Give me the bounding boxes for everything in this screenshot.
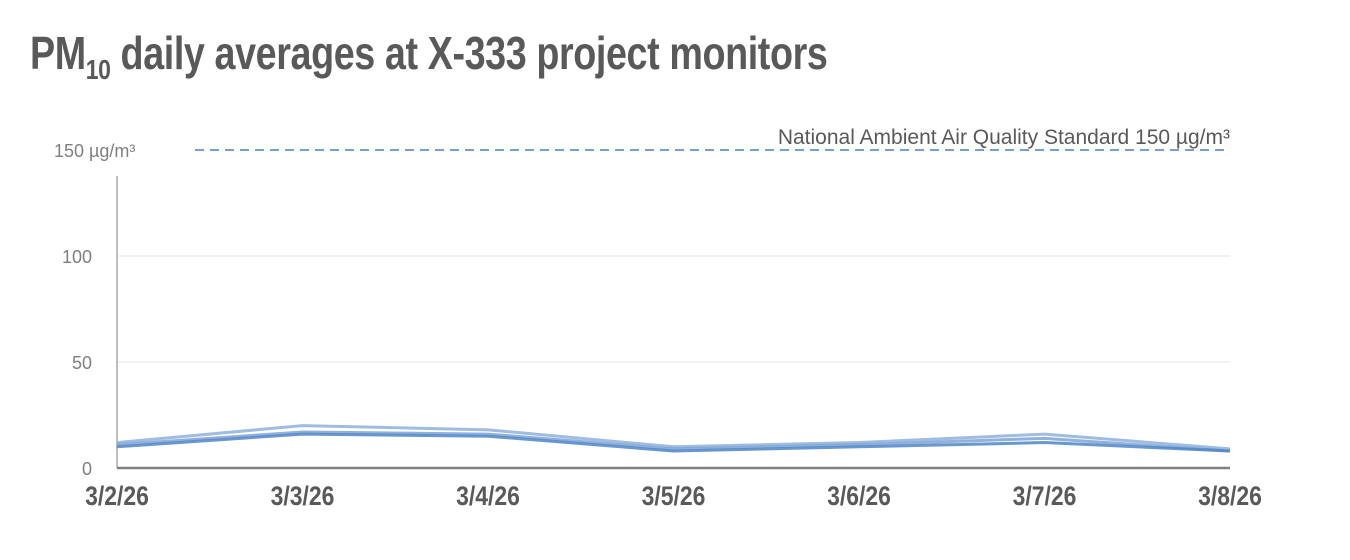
title-rest: daily averages at X-333 project monitors <box>110 27 828 79</box>
chart-title: PM10 daily averages at X-333 project mon… <box>30 26 828 86</box>
y-tick-label: 100 <box>62 247 92 267</box>
title-subscript: 10 <box>85 54 111 85</box>
x-tick-label: 3/3/26 <box>271 481 335 511</box>
x-tick-label: 3/5/26 <box>642 481 706 511</box>
x-tick-label: 3/8/26 <box>1198 481 1262 511</box>
x-tick-label: 3/2/26 <box>85 481 149 511</box>
x-tick-label: 3/4/26 <box>456 481 520 511</box>
y-tick-label: 50 <box>72 353 92 373</box>
y-tick-label: 0 <box>82 459 92 479</box>
y-tick-label: 150 µg/m³ <box>54 141 135 161</box>
series-line-1 <box>116 424 1231 451</box>
title-main: PM <box>30 27 86 79</box>
x-tick-label: 3/7/26 <box>1013 481 1077 511</box>
x-tick-label: 3/6/26 <box>827 481 891 511</box>
reference-line-label: National Ambient Air Quality Standard 15… <box>778 126 1230 149</box>
